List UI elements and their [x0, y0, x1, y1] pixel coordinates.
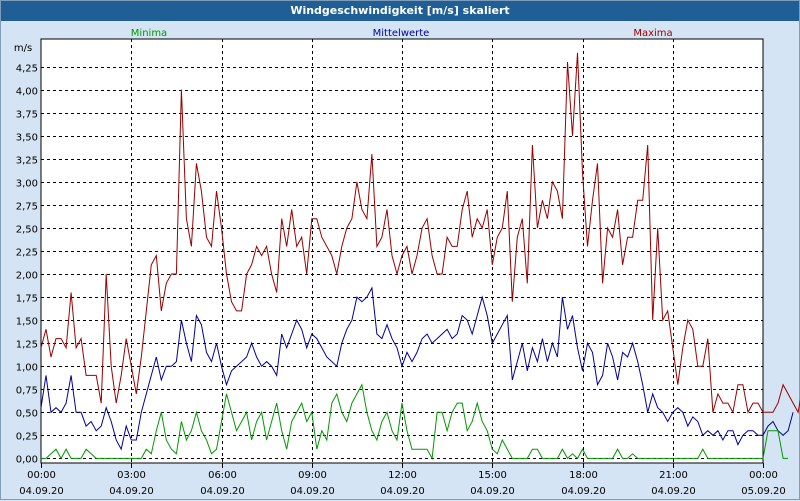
legend-maxima: Maxima [633, 28, 672, 39]
x-tick-time: 00:00 [749, 470, 778, 481]
x-tick-time: 06:00 [208, 470, 237, 481]
series-line-mittelwerte [40, 286, 794, 451]
x-tick-time: 00:00 [27, 470, 56, 481]
y-tick-label: 1,75 [16, 294, 38, 305]
y-tick-label: 4,25 [16, 64, 38, 75]
series-line-maxima [40, 52, 800, 414]
y-tick-label: 2,25 [16, 248, 38, 259]
x-tick-date: 04.09.20 [380, 486, 425, 497]
y-tick-label: 0,25 [16, 432, 38, 443]
chart-title: Windgeschwindigkeit [m/s] skaliert [1, 1, 799, 21]
x-tick-time: 03:00 [117, 470, 146, 481]
y-tick-label: 1,50 [16, 317, 38, 328]
legend-mittelwerte: Mittelwerte [373, 28, 430, 39]
x-tick-date: 04.09.20 [200, 486, 245, 497]
series-line-minima [41, 383, 789, 461]
y-tick-label: 1,00 [16, 363, 38, 374]
y-tick-label: 2,75 [16, 202, 38, 213]
x-tick-date: 05.09.20 [741, 486, 786, 497]
x-tick-date: 04.09.20 [19, 486, 64, 497]
legend-minima: Minima [131, 28, 167, 39]
y-tick-label: 2,50 [16, 225, 38, 236]
x-tick-date: 04.09.20 [470, 486, 515, 497]
x-tick-time: 15:00 [478, 470, 507, 481]
y-tick-label: 4,00 [16, 87, 38, 98]
x-tick-date: 04.09.20 [109, 486, 154, 497]
x-tick-date: 04.09.20 [561, 486, 606, 497]
y-axis-label: m/s [14, 43, 32, 54]
y-tick-label: 3,75 [16, 110, 38, 121]
y-tick-label: 0,00 [16, 455, 38, 466]
y-tick-label: 3,00 [16, 179, 38, 190]
x-tick-time: 09:00 [298, 470, 327, 481]
y-tick-label: 1,25 [16, 340, 38, 351]
y-tick-label: 3,25 [16, 156, 38, 167]
x-tick-time: 18:00 [569, 470, 598, 481]
x-tick-date: 04.09.20 [651, 486, 696, 497]
y-tick-label: 0,50 [16, 409, 38, 420]
y-tick-label: 3,50 [16, 133, 38, 144]
x-tick-time: 12:00 [388, 470, 417, 481]
x-tick-time: 21:00 [659, 470, 688, 481]
x-tick-date: 04.09.20 [290, 486, 335, 497]
y-tick-label: 0,75 [16, 386, 38, 397]
y-tick-label: 2,00 [16, 271, 38, 282]
